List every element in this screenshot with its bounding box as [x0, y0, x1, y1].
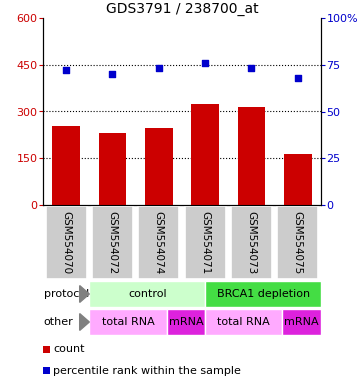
Bar: [231, 206, 272, 279]
Bar: [145, 128, 173, 205]
Bar: [282, 309, 321, 336]
Text: GSM554074: GSM554074: [154, 211, 164, 274]
Bar: [92, 206, 133, 279]
Bar: [191, 104, 219, 205]
Bar: [185, 206, 226, 279]
Text: GSM554072: GSM554072: [108, 211, 117, 274]
Bar: [278, 206, 318, 279]
Text: GSM554070: GSM554070: [61, 211, 71, 274]
Text: mRNA: mRNA: [284, 317, 319, 327]
Bar: [52, 126, 80, 205]
Text: GSM554073: GSM554073: [247, 211, 257, 274]
Text: total RNA: total RNA: [101, 317, 154, 327]
Text: mRNA: mRNA: [169, 317, 203, 327]
Bar: [46, 206, 87, 279]
Text: percentile rank within the sample: percentile rank within the sample: [53, 366, 241, 376]
Text: control: control: [128, 289, 166, 299]
Point: [295, 75, 301, 81]
Bar: [43, 367, 50, 374]
Bar: [205, 281, 321, 308]
Point: [249, 65, 255, 71]
Bar: [89, 281, 205, 308]
Bar: [99, 133, 126, 205]
Title: GDS3791 / 238700_at: GDS3791 / 238700_at: [106, 2, 258, 16]
Bar: [89, 309, 166, 336]
Bar: [43, 346, 50, 353]
Text: GSM554075: GSM554075: [293, 211, 303, 274]
Point: [156, 65, 162, 71]
Point: [202, 60, 208, 66]
Bar: [238, 107, 265, 205]
Bar: [205, 309, 282, 336]
Text: total RNA: total RNA: [217, 317, 270, 327]
Polygon shape: [80, 286, 89, 303]
Bar: [284, 154, 312, 205]
Point: [63, 67, 69, 73]
Text: protocol: protocol: [44, 289, 89, 299]
Text: other: other: [44, 317, 74, 327]
Text: GSM554071: GSM554071: [200, 211, 210, 274]
Text: BRCA1 depletion: BRCA1 depletion: [217, 289, 310, 299]
Bar: [166, 309, 205, 336]
Bar: [139, 206, 179, 279]
Text: count: count: [53, 344, 84, 354]
Polygon shape: [80, 314, 89, 330]
Point: [110, 71, 116, 77]
